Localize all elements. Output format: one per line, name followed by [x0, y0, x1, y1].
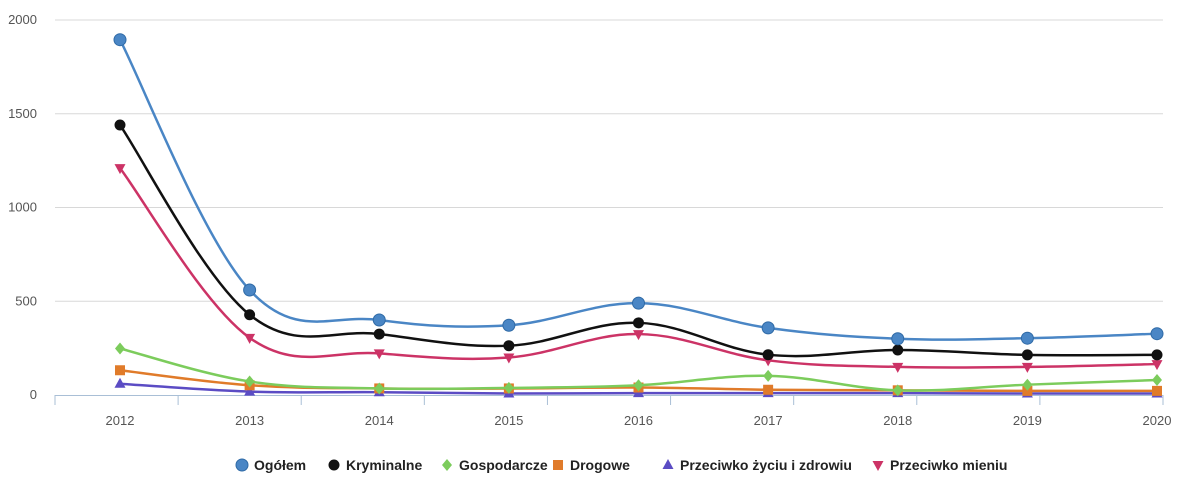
- data-point: [374, 382, 385, 395]
- legend: Ogółem Kryminalne Gospodarcze Drogowe Przeci…: [235, 457, 1008, 473]
- data-point: [892, 362, 904, 373]
- grid-lines: [55, 19, 1163, 302]
- series-lines: [113, 33, 1164, 398]
- data-point: [1021, 349, 1033, 361]
- series-line: [118, 39, 1158, 341]
- y-tick-label: 1000: [8, 200, 37, 215]
- legend-label: Przeciwko życiu i zdrowiu: [680, 457, 852, 473]
- series-0: [113, 33, 1164, 346]
- legend-item[interactable]: Przeciwko życiu i zdrowiu: [662, 457, 852, 473]
- data-point: [761, 321, 775, 335]
- data-point: [1020, 331, 1034, 345]
- data-point: [1151, 360, 1163, 371]
- data-point: [633, 379, 644, 392]
- y-tick-label: 2000: [8, 12, 37, 27]
- y-tick-label: 0: [30, 387, 37, 402]
- data-point: [1021, 362, 1033, 373]
- legend-marker: [442, 459, 452, 471]
- x-tick-label: 2012: [106, 413, 135, 428]
- data-point: [115, 342, 125, 355]
- data-point: [1022, 385, 1033, 396]
- legend-marker: [235, 458, 249, 472]
- legend-marker: [662, 459, 674, 469]
- legend-label: Ogółem: [254, 457, 306, 473]
- x-tick-label: 2016: [624, 413, 653, 428]
- data-point: [244, 333, 256, 344]
- legend-item[interactable]: Gospodarcze: [442, 457, 548, 473]
- data-point: [244, 375, 255, 388]
- data-point: [1022, 378, 1033, 391]
- y-axis-ticks: 0 500 1000 1500 2000: [8, 12, 37, 402]
- data-point: [113, 33, 127, 47]
- y-tick-label: 1500: [8, 106, 37, 121]
- x-axis-ticks: 2012 2013 2014 2015 2016 2017 2018 2019 2020: [106, 413, 1172, 428]
- data-point: [244, 385, 256, 396]
- legend-label: Przeciwko mieniu: [890, 457, 1007, 473]
- series-line: [118, 124, 1158, 358]
- data-point: [373, 349, 385, 360]
- data-point: [891, 332, 905, 346]
- legend-item[interactable]: Przeciwko mieniu: [872, 457, 1008, 473]
- y-tick-label: 500: [15, 293, 37, 308]
- data-point: [1152, 385, 1162, 396]
- data-point: [763, 384, 774, 395]
- legend-label: Drogowe: [570, 457, 630, 473]
- series-1: [114, 119, 1163, 361]
- x-tick-label: 2020: [1143, 413, 1172, 428]
- x-tick-label: 2013: [235, 413, 264, 428]
- data-point: [503, 340, 515, 352]
- data-point: [503, 381, 514, 394]
- data-point: [633, 317, 644, 329]
- legend-item[interactable]: Drogowe: [553, 457, 630, 473]
- series-2: [115, 342, 1162, 397]
- data-point: [373, 328, 385, 340]
- legend-label: Kryminalne: [346, 457, 422, 473]
- data-point: [762, 349, 774, 361]
- data-point: [243, 283, 257, 297]
- data-point: [114, 119, 126, 131]
- data-point: [1152, 374, 1162, 386]
- x-tick-label: 2019: [1013, 413, 1042, 428]
- legend-marker: [553, 460, 563, 470]
- x-axis: [54, 395, 1164, 405]
- data-point: [1151, 349, 1163, 361]
- data-point: [892, 344, 904, 356]
- legend-marker: [872, 461, 884, 471]
- data-point: [114, 377, 126, 388]
- data-point: [892, 384, 903, 397]
- data-point: [503, 353, 515, 364]
- legend-label: Gospodarcze: [459, 457, 548, 473]
- legend-item[interactable]: Kryminalne: [328, 457, 422, 473]
- legend-marker: [328, 459, 340, 471]
- series-5: [114, 164, 1163, 373]
- data-point: [115, 365, 125, 376]
- data-point: [502, 318, 516, 332]
- data-point: [1150, 327, 1164, 341]
- x-tick-label: 2018: [883, 413, 912, 428]
- legend-item[interactable]: Ogółem: [235, 457, 306, 473]
- x-tick-label: 2017: [754, 413, 783, 428]
- data-point: [372, 313, 386, 327]
- data-point: [632, 296, 645, 310]
- series-line: [119, 167, 1158, 369]
- data-point: [114, 164, 126, 175]
- x-tick-label: 2014: [365, 413, 394, 428]
- data-point: [244, 309, 256, 321]
- x-tick-label: 2015: [494, 413, 523, 428]
- data-point: [763, 369, 774, 382]
- data-point: [633, 330, 644, 341]
